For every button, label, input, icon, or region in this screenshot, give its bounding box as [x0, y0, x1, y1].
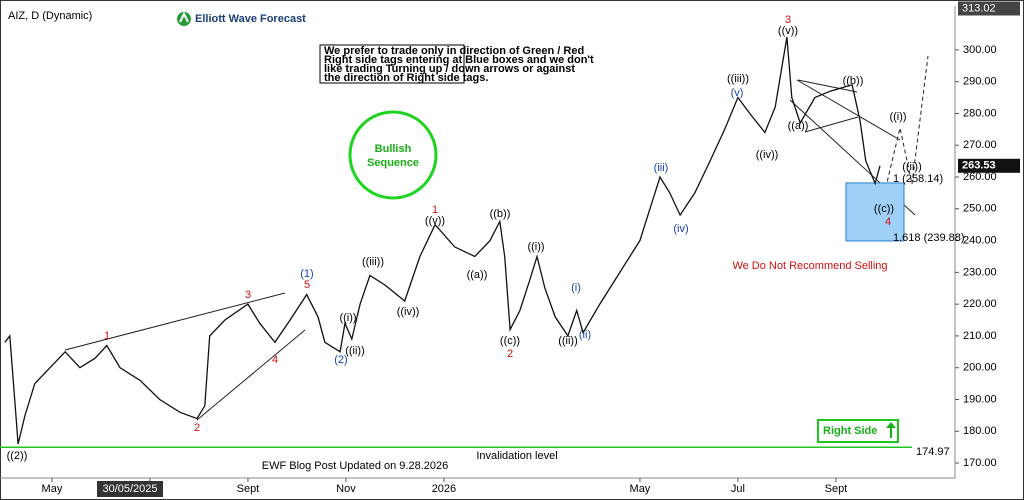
y-tick-label: 250.00	[963, 203, 997, 215]
wave-label: 5	[304, 279, 310, 291]
wave-label: (2)	[334, 354, 347, 366]
footer: EWF Blog Post Updated on 9.28.2026	[262, 460, 449, 472]
x-tick-label: 2026	[432, 483, 456, 495]
x-tick-label: May	[42, 483, 63, 495]
price-line	[4, 36, 881, 445]
wave-label: (i)	[571, 282, 581, 294]
badge-text: Bullish	[375, 143, 412, 155]
y-tick-label: 180.00	[963, 425, 997, 437]
up-arrow	[886, 422, 896, 438]
wave-label: ((v))	[425, 215, 445, 227]
y-tick-label: 280.00	[963, 107, 997, 119]
logo-icon	[177, 12, 191, 26]
wave-label: (iv)	[673, 223, 688, 235]
wave-label: 1	[104, 330, 110, 342]
wave-label: 4	[272, 354, 278, 366]
wave-label: ((iii))	[727, 73, 749, 85]
wave-label: ((i))	[527, 241, 544, 253]
wave-label: ((iv))	[397, 306, 420, 318]
wave-label: ((ii))	[558, 335, 578, 347]
wave-label: ((iv))	[756, 149, 779, 161]
wave-label: 3	[785, 14, 791, 26]
y-tick-label: 190.00	[963, 393, 997, 405]
y-tick-label: 300.00	[963, 44, 997, 56]
wave-label: ((c))	[500, 335, 520, 347]
y-tick-label: 260.00	[963, 171, 997, 183]
wave-label: ((ii))	[345, 345, 365, 357]
x-tick-label: Nov	[336, 483, 356, 495]
wave-label: ((a))	[467, 269, 488, 281]
logo-icon	[179, 11, 189, 23]
disclaimer-line: like trading Turning up / down arrows or…	[324, 63, 575, 75]
disclaimer-line: the direction of Right side tags.	[324, 72, 488, 84]
y-tick-label: 200.00	[963, 362, 997, 374]
wave-label: (ii)	[579, 329, 591, 341]
disclaimer: We prefer to trade only in direction of …	[324, 45, 594, 84]
fib-label: 1 (258.14)	[893, 173, 943, 185]
wave-label: ((iii))	[362, 256, 384, 268]
trendline	[796, 79, 901, 141]
top-price-tag	[958, 1, 1020, 16]
right-side-box	[817, 419, 899, 443]
wave-label: ((2))	[7, 450, 28, 462]
wave-label: 2	[507, 348, 513, 360]
wave-label: 4	[885, 216, 891, 228]
wave-label: (v)	[731, 87, 744, 99]
wave-label: (1)	[300, 268, 313, 280]
x-tick-label: Sept	[825, 483, 848, 495]
y-tick-label: 210.00	[963, 330, 997, 342]
cursor-label-box	[97, 481, 163, 497]
trendlines	[64, 55, 929, 421]
projection	[883, 55, 929, 196]
disclaimer-line: We prefer to trade only in direction of …	[324, 45, 584, 57]
x-tick-label: Jul	[731, 483, 745, 495]
disclaimer-line: Right side tags entering at Blue boxes a…	[324, 54, 594, 66]
y-tick-label: 170.00	[963, 457, 997, 469]
wave-label: ((ii))	[902, 161, 922, 173]
brand: Elliott Wave Forecast	[195, 13, 306, 25]
badge-circle	[348, 110, 438, 200]
trendline	[196, 329, 306, 421]
wave-label: ((c))	[874, 203, 894, 215]
trendline	[797, 79, 858, 93]
logo: Elliott Wave Forecast	[177, 11, 306, 26]
y-tick-label: 290.00	[963, 76, 997, 88]
chart-title: AIZ, D (Dynamic)	[8, 10, 92, 22]
invalidation-value: 174.97	[916, 446, 950, 458]
wave-label: ((i))	[339, 312, 356, 324]
y-tick-label: 230.00	[963, 266, 997, 278]
wave-label: (iii)	[654, 162, 669, 174]
x-tick-label: Sept	[237, 483, 260, 495]
wave-label: 1	[432, 204, 438, 216]
right-side-text: Right Side	[823, 425, 877, 437]
wave-label: ((i))	[889, 111, 906, 123]
trendline	[64, 292, 286, 351]
invalidation-label: Invalidation level	[476, 450, 557, 462]
disclaimer-box	[319, 44, 465, 84]
trendline	[804, 116, 859, 133]
fib-zone	[845, 182, 905, 242]
y-tick-label: 270.00	[963, 139, 997, 151]
wave-label: ((v))	[778, 25, 798, 37]
wave-label: ((a))	[788, 120, 809, 132]
wave-label: 2	[194, 422, 200, 434]
badge-text: Sequence	[367, 157, 419, 169]
fib-label: 1.618 (239.88)	[893, 232, 965, 244]
warning: We Do Not Recommend Selling	[732, 260, 887, 272]
top-price: 313.02	[962, 2, 996, 14]
last-price: 263.53	[962, 160, 996, 172]
y-tick-label: 240.00	[963, 234, 997, 246]
x-tick-label: May	[630, 483, 651, 495]
cursor-label: 30/05/2025	[102, 483, 157, 495]
wave-label: ((b))	[490, 208, 511, 220]
y-tick-label: 220.00	[963, 298, 997, 310]
wave-label: 3	[245, 289, 251, 301]
last-price-tag	[958, 158, 1020, 173]
wave-label: ((b))	[843, 75, 864, 87]
